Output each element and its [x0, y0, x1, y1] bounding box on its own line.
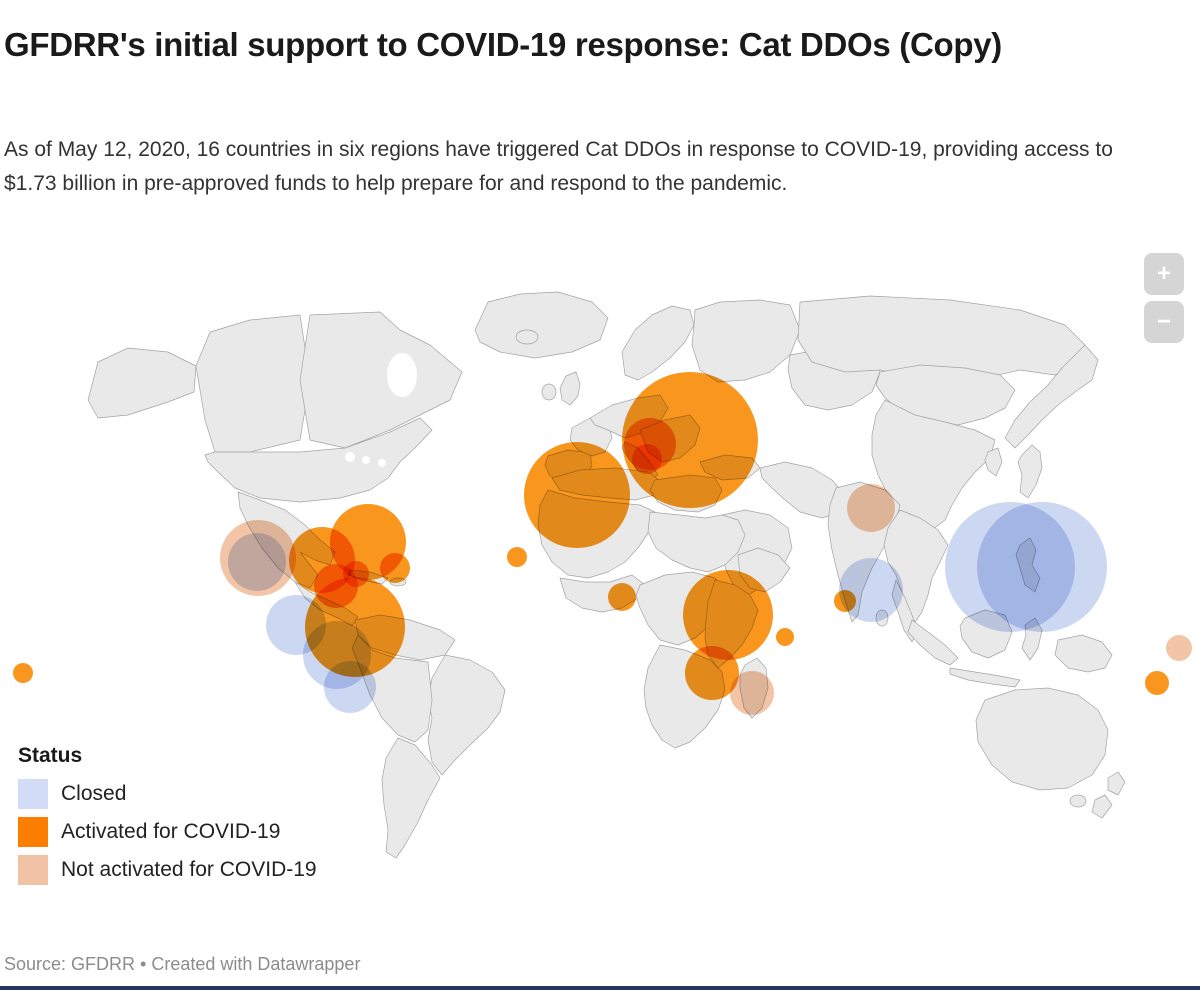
page-title: GFDRR's initial support to COVID-19 resp… [4, 26, 1002, 64]
great-lake [345, 452, 355, 462]
map-bubble-indian-ocean-atoll[interactable] [834, 590, 856, 612]
landmasses [87, 291, 1126, 859]
legend-label: Not activated for COVID-19 [61, 858, 317, 881]
land-brazil [427, 654, 506, 776]
map-bubble-madagascar[interactable] [730, 671, 774, 715]
zoom-in-button[interactable]: + [1144, 253, 1184, 295]
land-nz-north [1107, 771, 1126, 796]
map-bubble-caribbean[interactable] [380, 553, 410, 583]
land-mongolia [875, 364, 1016, 426]
legend-swatch [18, 855, 48, 885]
map-legend: Status Closed Activated for COVID-19 Not a… [18, 744, 317, 893]
legend-title: Status [18, 744, 83, 767]
hudson-bay [387, 353, 417, 397]
plus-icon: + [1156, 260, 1171, 287]
map-bubble-gulf-of-guinea[interactable] [608, 583, 636, 611]
map-bubble-south-asia-island[interactable] [839, 558, 903, 622]
land-ireland [541, 383, 557, 401]
legend-item: Not activated for COVID-19 [18, 855, 317, 885]
land-java [949, 667, 1021, 688]
map-bubble-southeast-europe-large[interactable] [622, 372, 758, 508]
map-bubble-pacific-island-south[interactable] [1145, 671, 1169, 695]
land-china [871, 399, 996, 531]
land-iceland [515, 329, 539, 345]
land-japan [1017, 444, 1043, 499]
legend-label: Activated for COVID-19 [61, 820, 281, 843]
map-bubble-central-america-mid[interactable] [343, 561, 369, 587]
land-tasmania [1069, 794, 1087, 808]
map-bubble-balkans-small[interactable] [632, 444, 662, 474]
land-britain [559, 371, 581, 406]
bottom-accent-bar [0, 986, 1200, 990]
map-bubble-indian-ocean-island[interactable] [776, 628, 794, 646]
map-bubble-east-africa-large[interactable] [683, 570, 773, 660]
source-attribution: Source: GFDRR • Created with Datawrapper [4, 954, 361, 974]
map-bubble-northwest-africa[interactable] [524, 442, 630, 548]
land-canada-west [195, 314, 311, 453]
land-west-russia [691, 299, 801, 383]
land-indochina [883, 509, 949, 623]
map-canvas [13, 291, 1192, 859]
legend-item: Closed [18, 779, 317, 809]
land-korea [984, 447, 1003, 477]
land-sumatra [907, 619, 959, 666]
legend-label: Closed [61, 782, 127, 805]
land-nz-south [1091, 794, 1113, 819]
legend-item: Activated for COVID-19 [18, 817, 317, 847]
land-australia [975, 687, 1109, 791]
bubble-layer [13, 372, 1192, 715]
land-new-guinea [1054, 634, 1113, 673]
map-bubble-southeast-asia-right[interactable] [977, 502, 1107, 632]
great-lake [378, 459, 386, 467]
map-bubble-himalaya[interactable] [847, 484, 895, 532]
land-siberia [797, 295, 1086, 379]
map-bubble-southeast-africa[interactable] [685, 646, 739, 700]
map-bubble-north-america-under-peach[interactable] [228, 533, 286, 591]
world-symbol-map[interactable]: + − [0, 245, 1200, 935]
map-bubble-atlantic-island[interactable] [507, 547, 527, 567]
land-alaska [87, 347, 197, 419]
map-bubble-pacific-island-east[interactable] [1166, 635, 1192, 661]
land-canada-east [299, 311, 463, 449]
land-usa [204, 417, 433, 503]
land-scandinavia [621, 305, 695, 381]
minus-icon: − [1156, 308, 1171, 335]
land-sahel [647, 511, 746, 573]
zoom-out-button[interactable]: − [1144, 301, 1184, 343]
map-bubble-central-america-closed[interactable] [266, 595, 326, 655]
map-bubble-south-america-closed-small[interactable] [324, 661, 376, 713]
great-lake [362, 456, 370, 464]
legend-rows: Closed Activated for COVID-19 Not activate… [18, 779, 317, 885]
land-russia-far-east [1004, 344, 1099, 449]
page-description: As of May 12, 2020, 16 countries in six … [4, 138, 1113, 196]
legend-swatch [18, 779, 48, 809]
map-bubble-pacific-far-west[interactable] [13, 663, 33, 683]
legend-swatch [18, 817, 48, 847]
land-greenland [474, 291, 609, 359]
land-southern-cone [381, 737, 441, 859]
